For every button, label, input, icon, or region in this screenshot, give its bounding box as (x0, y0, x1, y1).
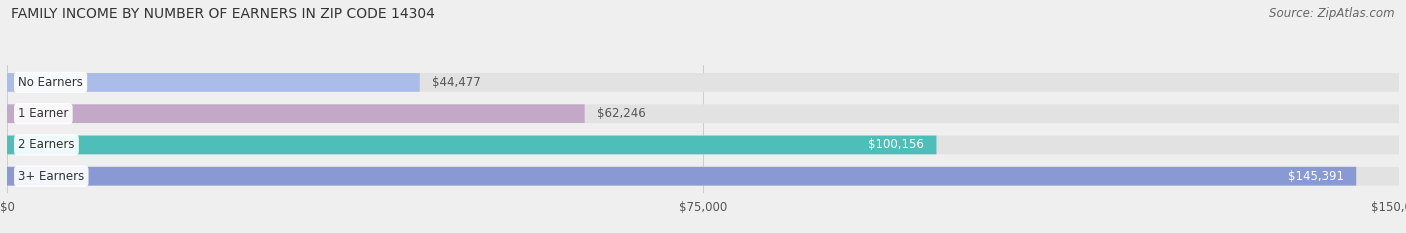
Text: $62,246: $62,246 (598, 107, 645, 120)
FancyBboxPatch shape (7, 167, 1357, 185)
Text: 3+ Earners: 3+ Earners (18, 170, 84, 183)
Text: $44,477: $44,477 (432, 76, 481, 89)
FancyBboxPatch shape (7, 104, 1399, 123)
FancyBboxPatch shape (7, 73, 1399, 92)
Text: FAMILY INCOME BY NUMBER OF EARNERS IN ZIP CODE 14304: FAMILY INCOME BY NUMBER OF EARNERS IN ZI… (11, 7, 434, 21)
Text: 2 Earners: 2 Earners (18, 138, 75, 151)
Text: $100,156: $100,156 (868, 138, 924, 151)
Text: No Earners: No Earners (18, 76, 83, 89)
Text: $145,391: $145,391 (1288, 170, 1344, 183)
Text: Source: ZipAtlas.com: Source: ZipAtlas.com (1270, 7, 1395, 20)
Text: 1 Earner: 1 Earner (18, 107, 69, 120)
FancyBboxPatch shape (7, 136, 936, 154)
FancyBboxPatch shape (7, 136, 1399, 154)
FancyBboxPatch shape (7, 73, 420, 92)
FancyBboxPatch shape (7, 167, 1399, 185)
FancyBboxPatch shape (7, 104, 585, 123)
